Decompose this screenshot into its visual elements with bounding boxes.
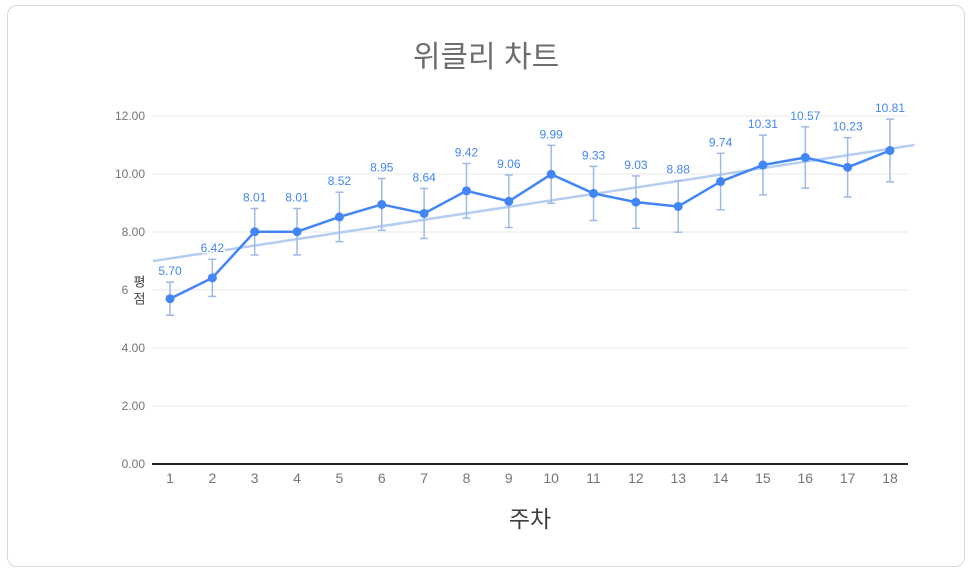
data-point[interactable] [800, 152, 810, 162]
data-point[interactable] [334, 212, 344, 222]
y-tick-label: 12.00 [115, 109, 145, 123]
y-tick-label: 0.00 [122, 457, 146, 471]
y-axis-title: 평점 [129, 274, 148, 310]
data-point[interactable] [419, 208, 429, 218]
data-label: 10.23 [833, 120, 863, 134]
data-label: 5.70 [158, 264, 182, 278]
x-tick-label: 17 [840, 470, 856, 486]
x-tick-label: 9 [505, 470, 513, 486]
x-tick-label: 7 [420, 470, 428, 486]
y-tick-label: 8.00 [122, 225, 146, 239]
data-point[interactable] [631, 197, 641, 207]
data-label: 9.74 [709, 135, 733, 149]
data-label: 10.31 [748, 117, 778, 131]
x-tick-label: 6 [378, 470, 386, 486]
x-tick-label: 14 [713, 470, 729, 486]
data-point[interactable] [207, 273, 217, 283]
x-tick-label: 8 [463, 470, 471, 486]
x-tick-label: 15 [755, 470, 771, 486]
trend-line [152, 143, 915, 263]
data-point[interactable] [504, 196, 514, 206]
x-axis-title: 주차 [508, 506, 552, 532]
y-tick-label: 10.00 [115, 167, 145, 181]
x-tick-label: 5 [336, 470, 344, 486]
data-point[interactable] [758, 160, 768, 170]
data-point[interactable] [250, 227, 260, 237]
data-label: 8.01 [243, 190, 267, 204]
data-point[interactable] [546, 169, 556, 179]
x-tick-label: 13 [670, 470, 686, 486]
data-point[interactable] [377, 199, 387, 209]
data-point[interactable] [843, 162, 853, 172]
card-border [7, 5, 965, 567]
data-point[interactable] [716, 177, 726, 187]
y-tick-label: 2.00 [122, 399, 146, 413]
x-tick-label: 18 [882, 470, 898, 486]
x-tick-label: 3 [251, 470, 259, 486]
data-label: 9.42 [455, 146, 479, 160]
data-label: 8.95 [370, 160, 394, 174]
x-tick-label: 1 [166, 470, 174, 486]
x-tick-label: 12 [628, 470, 644, 486]
x-tick-label: 16 [798, 470, 814, 486]
data-label: 10.81 [875, 101, 905, 115]
x-tick-label: 4 [293, 470, 301, 486]
data-label: 8.01 [285, 190, 309, 204]
data-point[interactable] [589, 188, 599, 198]
data-label: 10.57 [790, 109, 820, 123]
y-tick-label: 4.00 [122, 341, 146, 355]
data-label: 9.33 [582, 148, 606, 162]
data-label: 8.88 [667, 163, 691, 177]
data-label: 8.52 [328, 174, 352, 188]
x-tick-label: 11 [586, 470, 601, 486]
series-line [168, 149, 892, 300]
x-tick-label: 2 [208, 470, 216, 486]
data-label: 8.64 [412, 170, 436, 184]
data-point[interactable] [673, 201, 683, 211]
data-label: 6.42 [201, 241, 225, 255]
data-point[interactable] [461, 186, 471, 196]
data-label: 9.03 [624, 158, 648, 172]
chart-title: 위클리 차트 [412, 41, 560, 74]
data-label: 9.06 [497, 157, 521, 171]
x-tick-label: 10 [543, 470, 559, 486]
data-point[interactable] [165, 294, 175, 304]
data-point[interactable] [292, 227, 302, 237]
data-point[interactable] [885, 146, 895, 156]
data-label: 9.99 [539, 127, 563, 141]
